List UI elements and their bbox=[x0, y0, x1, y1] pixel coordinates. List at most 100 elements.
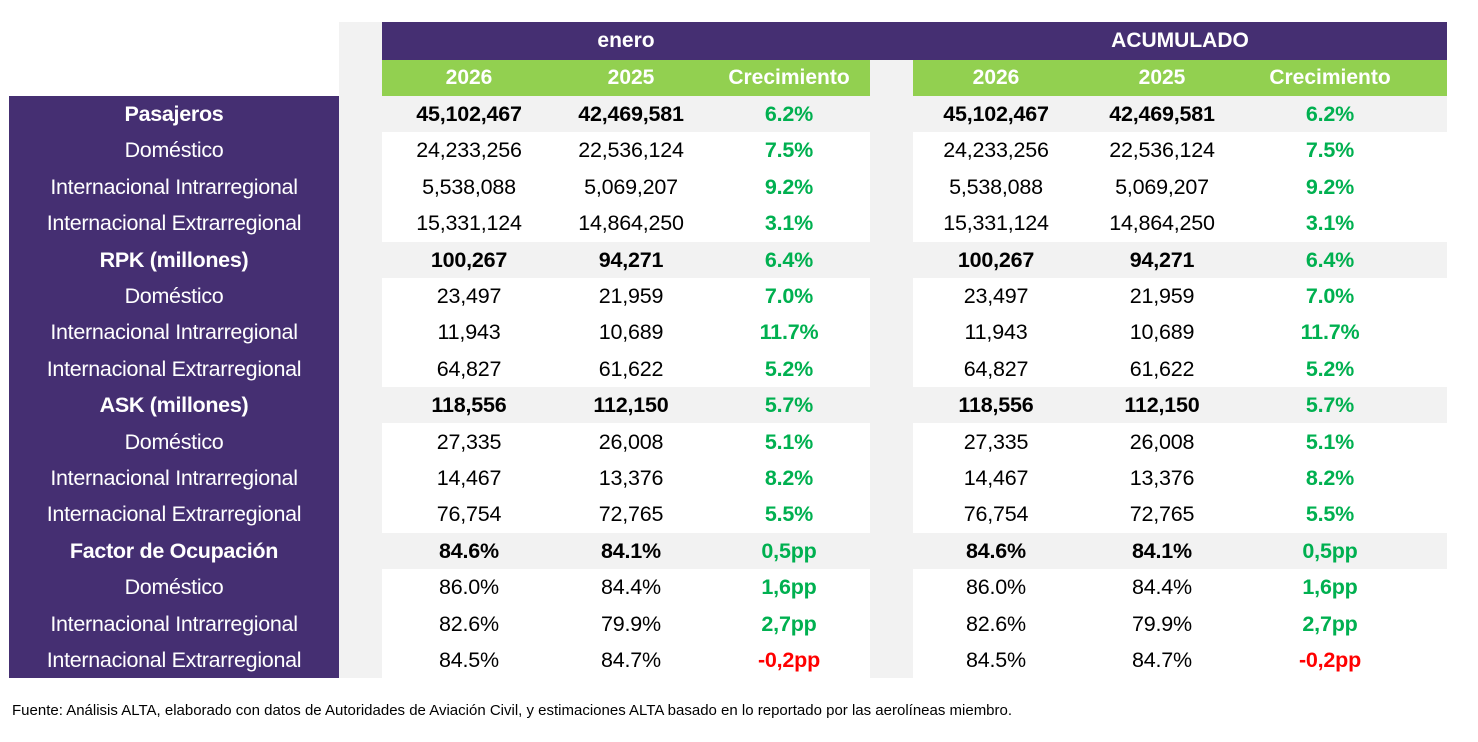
acumulado-value-2025: 61,622 bbox=[1129, 356, 1195, 381]
enero-value-2026: 11,943 bbox=[437, 320, 501, 345]
acumulado-value-2026: 100,267 bbox=[957, 247, 1035, 272]
row-background bbox=[382, 460, 870, 496]
row-background bbox=[913, 205, 1447, 242]
acumulado-growth: 3.1% bbox=[1305, 211, 1355, 236]
table-row: Doméstico 23,497 21,959 7.0% 23,497 21,959 7.0… bbox=[0, 278, 1478, 314]
enero-value-2025: 84.7% bbox=[601, 648, 661, 672]
acumulado-value-2025: 5,069,207 bbox=[1115, 174, 1209, 199]
enero-value-2026: 76,754 bbox=[436, 502, 502, 527]
acumulado-value-2026: 5,538,088 bbox=[949, 174, 1043, 199]
acumulado-value-2026: 14,467 bbox=[963, 466, 1029, 490]
row-label: Internacional Intrarregional bbox=[50, 174, 298, 199]
acumulado-value-2025: 84.4% bbox=[1132, 575, 1192, 600]
enero-value-2026: 86.0% bbox=[439, 575, 499, 600]
acumulado-growth: 5.1% bbox=[1305, 429, 1355, 454]
row-background bbox=[382, 278, 870, 314]
acumulado-value-2026: 76,754 bbox=[963, 502, 1029, 527]
table-row: Internacional Extrarregional 64,827 61,622… bbox=[0, 350, 1478, 387]
acumulado-growth: 6.4% bbox=[1305, 247, 1355, 272]
period-header-acumulado: ACUMULADO bbox=[1111, 29, 1249, 52]
table-row: Internacional Intrarregional 11,943 10,689… bbox=[0, 314, 1478, 351]
acumulado-value-2026: 84.6% bbox=[966, 538, 1026, 563]
enero-value-2025: 5,069,207 bbox=[584, 174, 678, 199]
table-row: Internacional Intrarregional 82.6% 79.9% 2,… bbox=[0, 605, 1478, 642]
row-background bbox=[382, 132, 870, 169]
acumulado-growth: 6.2% bbox=[1305, 102, 1355, 126]
row-background bbox=[913, 642, 1447, 678]
acumulado-growth: 7.0% bbox=[1305, 284, 1355, 308]
row-label: Internacional Intrarregional bbox=[50, 466, 298, 490]
column-header-crecimiento: Crecimiento bbox=[728, 66, 850, 89]
row-label: Factor de Ocupación bbox=[69, 538, 279, 563]
row-background bbox=[339, 532, 1447, 569]
enero-growth: 5.2% bbox=[764, 356, 814, 381]
enero-value-2025: 10,689 bbox=[598, 320, 664, 345]
acumulado-growth: 8.2% bbox=[1305, 466, 1355, 490]
enero-growth: 1,6pp bbox=[761, 575, 817, 600]
row-background bbox=[913, 423, 1447, 460]
row-background bbox=[382, 205, 870, 242]
enero-value-2026: 14,467 bbox=[436, 466, 502, 490]
acumulado-value-2025: 79.9% bbox=[1132, 611, 1192, 636]
row-label: Internacional Extrarregional bbox=[46, 211, 302, 236]
enero-value-2026: 45,102,467 bbox=[416, 102, 522, 126]
row-label: ASK (millones) bbox=[99, 393, 249, 418]
row-background bbox=[382, 168, 870, 205]
table-section-row: ASK (millones) 118,556 112,150 5.7% 118,556 1… bbox=[0, 387, 1478, 424]
enero-value-2026: 118,556 bbox=[431, 393, 507, 418]
enero-value-2026: 100,267 bbox=[430, 247, 508, 272]
table-row: Doméstico 86.0% 84.4% 1,6pp 86.0% 84.4% 1,6pp bbox=[0, 569, 1478, 606]
row-label: Doméstico bbox=[124, 575, 224, 600]
row-background bbox=[382, 569, 870, 606]
enero-value-2025: 84.1% bbox=[601, 538, 661, 563]
row-background bbox=[382, 496, 870, 533]
enero-value-2025: 42,469,581 bbox=[578, 102, 684, 126]
enero-value-2026: 64,827 bbox=[436, 356, 502, 381]
acumulado-value-2025: 13,376 bbox=[1129, 466, 1195, 490]
enero-value-2025: 72,765 bbox=[598, 502, 664, 527]
table-row: Internacional Extrarregional 15,331,124 14… bbox=[0, 205, 1478, 242]
acumulado-growth: 2,7pp bbox=[1302, 611, 1358, 636]
acumulado-value-2026: 24,233,256 bbox=[943, 138, 1049, 163]
acumulado-value-2026: 84.5% bbox=[966, 648, 1026, 672]
enero-growth: 3.1% bbox=[764, 211, 814, 236]
row-background bbox=[913, 496, 1447, 533]
table-section-row: RPK (millones) 100,267 94,271 6.4% 100,267 94… bbox=[0, 241, 1478, 278]
enero-growth: 6.4% bbox=[764, 247, 814, 272]
row-label: Pasajeros bbox=[124, 102, 224, 126]
enero-value-2026: 82.6% bbox=[439, 611, 499, 636]
enero-growth: 2,7pp bbox=[761, 611, 817, 636]
enero-value-2025: 21,959 bbox=[598, 284, 664, 308]
acumulado-value-2025: 94,271 bbox=[1129, 247, 1195, 272]
acumulado-value-2026: 118,556 bbox=[958, 393, 1034, 418]
enero-value-2026: 15,331,124 bbox=[416, 211, 522, 236]
enero-growth: 9.2% bbox=[764, 174, 814, 199]
row-label: Doméstico bbox=[124, 284, 224, 308]
acumulado-value-2026: 23,497 bbox=[963, 284, 1029, 308]
enero-growth: 0,5pp bbox=[761, 538, 817, 563]
row-label: Doméstico bbox=[124, 138, 224, 163]
enero-value-2026: 5,538,088 bbox=[422, 174, 516, 199]
period-header-enero: enero bbox=[597, 29, 655, 52]
row-background bbox=[382, 423, 870, 460]
enero-value-2025: 79.9% bbox=[601, 611, 661, 636]
column-header-2026: 2026 bbox=[445, 66, 493, 89]
acumulado-value-2026: 15,331,124 bbox=[943, 211, 1049, 236]
acumulado-value-2026: 45,102,467 bbox=[943, 102, 1049, 126]
enero-value-2025: 61,622 bbox=[598, 356, 664, 381]
enero-growth: 6.2% bbox=[764, 102, 814, 126]
row-label-column bbox=[9, 96, 339, 678]
enero-value-2026: 23,497 bbox=[436, 284, 502, 308]
period-header-bar bbox=[382, 22, 1447, 60]
row-background bbox=[913, 168, 1447, 205]
acumulado-value-2025: 84.1% bbox=[1132, 538, 1192, 563]
row-background bbox=[382, 350, 870, 387]
row-background bbox=[913, 569, 1447, 606]
enero-value-2026: 84.6% bbox=[439, 538, 499, 563]
acumulado-growth: 5.2% bbox=[1305, 356, 1355, 381]
enero-growth: 7.5% bbox=[764, 138, 814, 163]
acumulado-growth: 5.5% bbox=[1305, 502, 1355, 527]
acumulado-growth: 1,6pp bbox=[1302, 575, 1358, 600]
column-header-bar-enero bbox=[382, 60, 870, 96]
enero-value-2026: 27,335 bbox=[436, 429, 502, 454]
